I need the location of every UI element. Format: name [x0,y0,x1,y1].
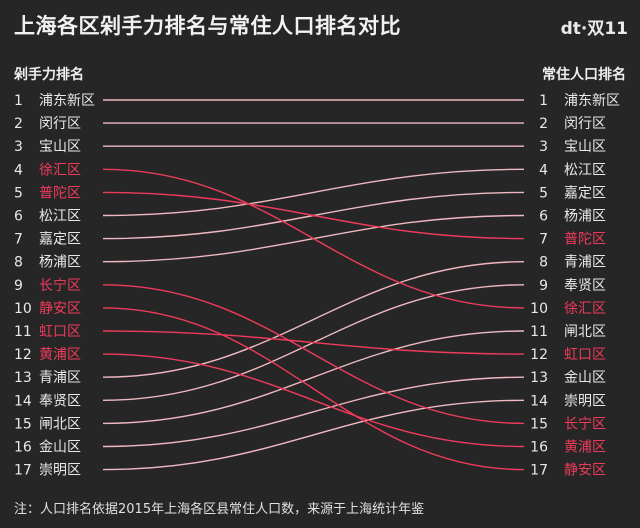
left-rank-number: 16 [14,440,32,456]
right-district-label: 崇明区 [564,393,606,409]
left-district-label: 嘉定区 [39,232,81,248]
right-rank-number: 4 [539,162,548,178]
left-rank-number: 15 [14,416,32,432]
right-rank-number: 7 [539,232,548,248]
left-rank-number: 17 [14,463,32,479]
connector-line [102,261,525,378]
right-rank-number: 1 [539,93,548,109]
connector-line-highlight [102,307,525,471]
connector-line [102,330,525,425]
left-district-label: 金山区 [39,440,81,456]
left-district-label: 黄浦区 [39,346,81,363]
right-district-label: 金山区 [564,370,606,386]
left-rank-number: 14 [14,393,32,409]
right-rank-number: 16 [530,440,548,456]
left-district-label: 闵行区 [39,116,81,132]
right-district-label: 杨浦区 [564,209,606,225]
right-district-label: 普陀区 [564,232,606,248]
left-district-label: 徐汇区 [39,162,81,178]
connector-line-highlight [102,191,525,240]
connector-line-highlight [102,330,525,355]
left-rank-number: 4 [14,162,23,178]
right-district-label: 长宁区 [564,415,606,432]
right-district-label: 徐汇区 [564,301,606,317]
left-rank-number: 8 [14,255,23,271]
brand-logo: dt·双11 [560,19,628,39]
left-district-label: 静安区 [39,301,81,317]
right-district-label: 嘉定区 [564,185,606,201]
connector-line [102,168,525,217]
right-district-label: 松江区 [564,162,606,178]
right-rank-number: 15 [530,416,548,432]
left-axis-header: 剁手力排名 [14,67,84,83]
left-rank-number: 1 [14,93,23,109]
right-axis-header: 常住人口排名 [542,67,626,83]
right-rank-number: 8 [539,255,548,271]
left-rank-number: 3 [14,139,23,155]
connector-line [102,376,525,448]
right-rank-number: 11 [530,324,548,340]
left-district-label: 松江区 [39,209,81,225]
left-district-label: 宝山区 [39,139,81,155]
right-rank-number: 9 [539,278,548,294]
right-rank-number: 10 [530,301,548,317]
right-rank-number: 6 [539,209,548,225]
left-rank-number: 2 [14,116,23,132]
left-district-label: 浦东新区 [39,93,95,109]
left-district-label: 青浦区 [39,370,81,386]
right-district-label: 虹口区 [564,347,606,363]
right-rank-number: 3 [539,139,548,155]
right-district-label: 青浦区 [564,255,606,271]
chart-title: 上海各区剁手力排名与常住人口排名对比 [14,14,401,38]
footnote: 注：人口排名依据2015年上海各区县常住人口数，来源于上海统计年鉴 [14,502,425,517]
left-district-label: 长宁区 [39,277,81,294]
left-rank-number: 13 [14,370,32,386]
left-rank-number: 10 [14,301,32,317]
right-rank-number: 12 [530,347,548,363]
right-rank-number: 13 [530,370,548,386]
left-rank-number: 11 [14,324,32,340]
left-district-label: 杨浦区 [39,255,81,271]
right-rank-number: 2 [539,116,548,132]
left-rank-number: 5 [14,185,23,201]
left-rank-number: 7 [14,232,23,248]
right-district-label: 闸北区 [564,324,606,340]
left-district-label: 奉贤区 [39,393,81,409]
right-district-label: 静安区 [564,463,606,479]
connector-line-highlight [102,284,525,425]
right-district-label: 浦东新区 [564,93,620,109]
right-district-label: 黄浦区 [564,439,606,456]
right-rank-number: 5 [539,185,548,201]
connector-line [102,399,525,471]
left-district-label: 虹口区 [39,324,81,340]
left-rank-number: 9 [14,278,23,294]
connector-line-highlight [102,353,525,448]
left-rank-number: 12 [14,347,32,363]
right-rank-number: 17 [530,463,548,479]
right-district-label: 闵行区 [564,116,606,132]
right-district-label: 奉贤区 [564,278,606,294]
left-rank-number: 6 [14,209,23,225]
right-district-label: 宝山区 [564,139,606,155]
left-district-label: 崇明区 [39,463,81,479]
left-district-label: 闸北区 [39,416,81,432]
left-district-label: 普陀区 [39,185,81,201]
right-rank-number: 14 [530,393,548,409]
connector-line-highlight [102,168,525,309]
